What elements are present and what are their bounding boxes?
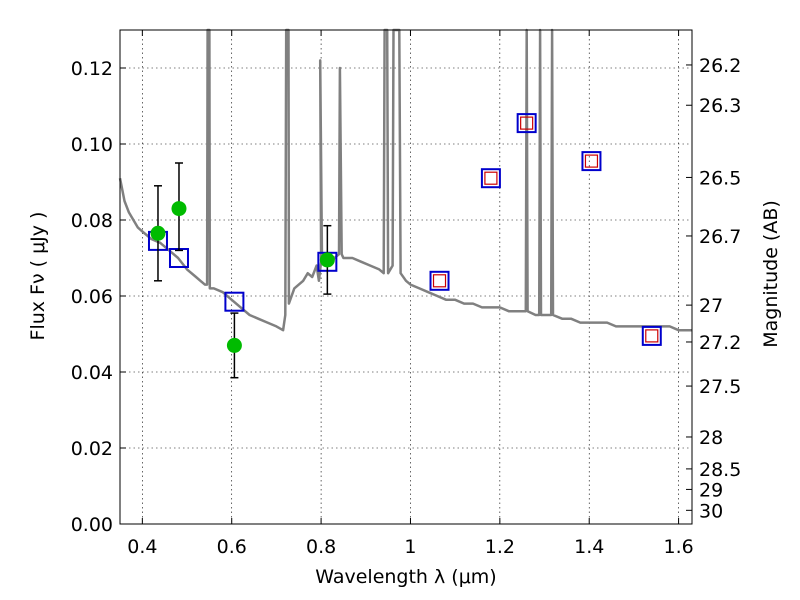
- y-axis-label: Flux Fν ( μJy ): [27, 212, 49, 341]
- upper-limit-point: [645, 329, 659, 343]
- y-tick-label: 0.12: [71, 58, 113, 80]
- model-photometry-point: [581, 151, 602, 172]
- model-photometry-point: [641, 325, 662, 346]
- magnitude-tick-label: 26.5: [699, 167, 741, 189]
- ticks-layer: 0.4 0.6 0.8 1 1.2 1.4 1.6 0.00 0.02 0.04 0.06 0.08 0…: [71, 30, 741, 558]
- grid-layer: [120, 30, 692, 525]
- magnitude-tick-label: 27.5: [699, 376, 741, 398]
- x-tick-label: 0.8: [306, 536, 336, 558]
- observed-photometry-point: [171, 201, 187, 217]
- x-tick-label: 1: [404, 536, 416, 558]
- spectrum-layer: [118, 28, 692, 332]
- magnitude-tick-label: 27: [699, 295, 723, 317]
- magnitude-tick-label: 30: [699, 500, 723, 522]
- magnitude-tick-label: 27.2: [699, 332, 741, 354]
- magnitude-tick-label: 28.5: [699, 459, 741, 481]
- magnitude-tick-label: 26.3: [699, 95, 741, 117]
- y-tick-label: 0.04: [71, 362, 113, 384]
- y-tick-label: 0.02: [71, 438, 113, 460]
- x-axis-label: Wavelength λ (μm): [315, 566, 496, 588]
- x-tick-label: 0.4: [127, 536, 157, 558]
- plot-frame: [119, 29, 693, 525]
- observed-photometry-point: [319, 252, 335, 268]
- upper-limit-point: [432, 274, 447, 288]
- magnitude-tick-label: 26.7: [699, 226, 741, 248]
- x-tick-label: 1.2: [485, 536, 515, 558]
- model-photometry-point: [224, 291, 245, 312]
- points-layer: [147, 113, 662, 379]
- y-tick-label: 0.10: [71, 134, 113, 156]
- model-photometry-point: [429, 270, 450, 291]
- y2-axis-label: Magnitude (AB): [760, 200, 782, 348]
- x-tick-label: 0.6: [217, 536, 247, 558]
- x-tick-label: 1.6: [663, 536, 693, 558]
- upper-limit-point: [520, 116, 534, 130]
- model-photometry-point: [516, 113, 537, 134]
- observed-photometry-point: [150, 225, 166, 241]
- upper-limit-point: [584, 154, 599, 168]
- observed-photometry-point: [226, 337, 242, 353]
- y-tick-label: 0.00: [71, 514, 113, 536]
- upper-limit-point: [484, 171, 498, 185]
- magnitude-tick-label: 26.2: [699, 55, 741, 77]
- y-tick-label: 0.06: [71, 286, 113, 308]
- magnitude-tick-label: 28: [699, 427, 723, 449]
- x-tick-label: 1.4: [574, 536, 604, 558]
- y-tick-label: 0.08: [71, 210, 113, 232]
- model-photometry-point: [480, 168, 501, 189]
- sed-model-spectrum-line: [118, 28, 692, 332]
- magnitude-tick-label: 29: [699, 479, 723, 501]
